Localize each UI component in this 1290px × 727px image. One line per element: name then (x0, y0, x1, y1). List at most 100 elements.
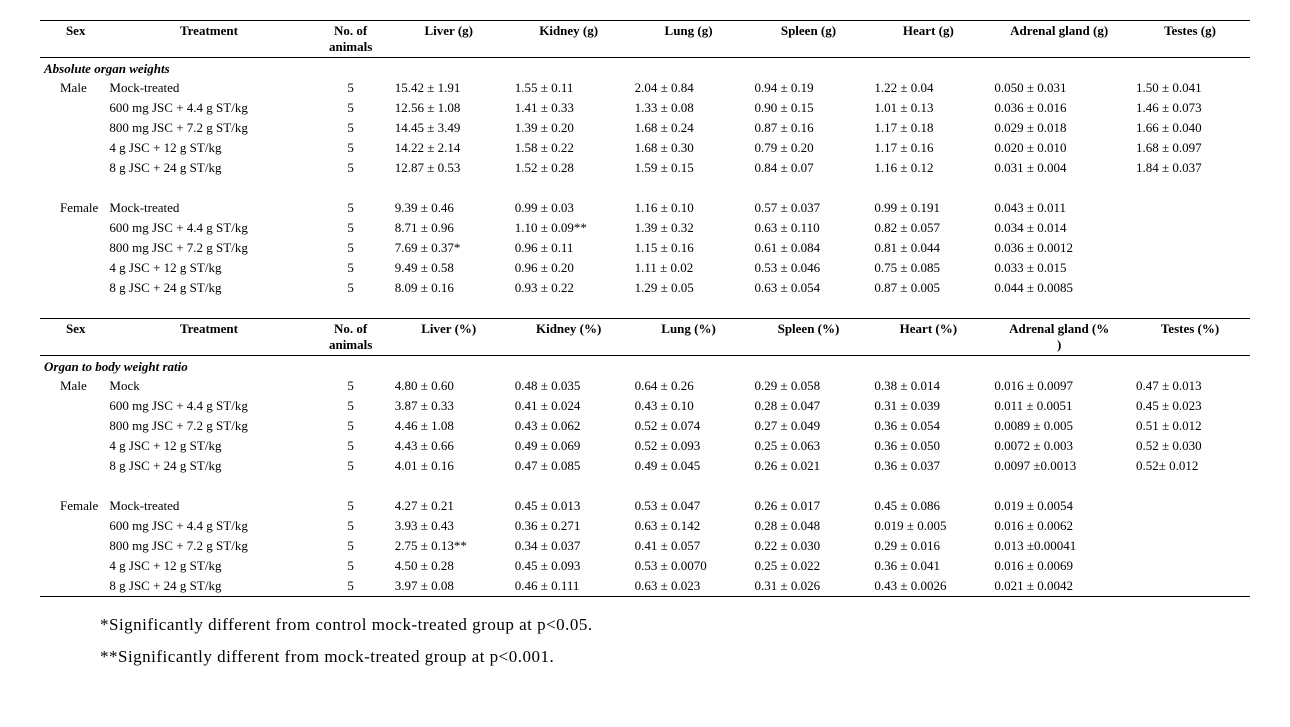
value-cell: 0.79 ± 0.20 (749, 138, 869, 158)
value-cell (1130, 576, 1250, 597)
n-cell: 5 (313, 238, 389, 258)
value-cell (1130, 496, 1250, 516)
n-cell: 5 (313, 516, 389, 536)
value-cell: 0.036 ± 0.0012 (988, 238, 1130, 258)
n-cell: 5 (313, 436, 389, 456)
value-cell: 1.41 ± 0.33 (509, 98, 629, 118)
sex-cell: Male (40, 78, 105, 98)
column-header: Liver (%) (389, 319, 509, 356)
value-cell: 0.034 ± 0.014 (988, 218, 1130, 238)
value-cell: 1.55 ± 0.11 (509, 78, 629, 98)
value-cell: 0.45 ± 0.023 (1130, 396, 1250, 416)
value-cell: 0.49 ± 0.069 (509, 436, 629, 456)
n-cell: 5 (313, 536, 389, 556)
sex-cell (40, 218, 105, 238)
sex-cell (40, 138, 105, 158)
column-header: Kidney (%) (509, 319, 629, 356)
n-cell: 5 (313, 556, 389, 576)
value-cell: 0.043 ± 0.011 (988, 198, 1130, 218)
value-cell: 0.63 ± 0.054 (749, 278, 869, 298)
value-cell: 0.031 ± 0.004 (988, 158, 1130, 178)
column-header: Lung (g) (629, 21, 749, 58)
value-cell: 0.52 ± 0.093 (629, 436, 749, 456)
sex-cell (40, 536, 105, 556)
value-cell: 1.17 ± 0.16 (868, 138, 988, 158)
treatment-cell: Mock (105, 376, 312, 396)
value-cell: 0.36 ± 0.271 (509, 516, 629, 536)
value-cell: 1.16 ± 0.10 (629, 198, 749, 218)
value-cell: 0.41 ± 0.057 (629, 536, 749, 556)
value-cell: 0.52± 0.012 (1130, 456, 1250, 476)
table-row: 600 mg JSC + 4.4 g ST/kg58.71 ± 0.961.10… (40, 218, 1250, 238)
value-cell: 0.99 ± 0.03 (509, 198, 629, 218)
value-cell: 1.29 ± 0.05 (629, 278, 749, 298)
sex-cell (40, 118, 105, 138)
treatment-cell: 4 g JSC + 12 g ST/kg (105, 138, 312, 158)
n-cell: 5 (313, 158, 389, 178)
value-cell: 0.43 ± 0.062 (509, 416, 629, 436)
value-cell: 0.57 ± 0.037 (749, 198, 869, 218)
value-cell: 0.25 ± 0.022 (749, 556, 869, 576)
n-cell: 5 (313, 396, 389, 416)
column-header: Liver (g) (389, 21, 509, 58)
value-cell: 0.51 ± 0.012 (1130, 416, 1250, 436)
n-cell: 5 (313, 376, 389, 396)
value-cell: 0.36 ± 0.037 (868, 456, 988, 476)
value-cell: 2.75 ± 0.13** (389, 536, 509, 556)
treatment-cell: 8 g JSC + 24 g ST/kg (105, 456, 312, 476)
value-cell: 1.39 ± 0.32 (629, 218, 749, 238)
value-cell: 0.021 ± 0.0042 (988, 576, 1130, 597)
value-cell: 0.0089 ± 0.005 (988, 416, 1130, 436)
value-cell: 0.013 ±0.00041 (988, 536, 1130, 556)
value-cell: 0.016 ± 0.0062 (988, 516, 1130, 536)
value-cell: 8.09 ± 0.16 (389, 278, 509, 298)
table-row: 8 g JSC + 24 g ST/kg58.09 ± 0.160.93 ± 0… (40, 278, 1250, 298)
column-header: Sex (40, 21, 105, 58)
value-cell: 1.66 ± 0.040 (1130, 118, 1250, 138)
value-cell: 4.80 ± 0.60 (389, 376, 509, 396)
value-cell: 0.47 ± 0.085 (509, 456, 629, 476)
value-cell: 0.87 ± 0.005 (868, 278, 988, 298)
table-row: 4 g JSC + 12 g ST/kg514.22 ± 2.141.58 ± … (40, 138, 1250, 158)
value-cell: 1.68 ± 0.097 (1130, 138, 1250, 158)
value-cell: 0.96 ± 0.11 (509, 238, 629, 258)
value-cell (1130, 278, 1250, 298)
value-cell: 0.48 ± 0.035 (509, 376, 629, 396)
sex-cell (40, 396, 105, 416)
value-cell: 14.45 ± 3.49 (389, 118, 509, 138)
sex-cell: Male (40, 376, 105, 396)
value-cell: 1.39 ± 0.20 (509, 118, 629, 138)
treatment-cell: 800 mg JSC + 7.2 g ST/kg (105, 536, 312, 556)
column-header: Testes (%) (1130, 319, 1250, 356)
value-cell: 2.04 ± 0.84 (629, 78, 749, 98)
table-row: 800 mg JSC + 7.2 g ST/kg57.69 ± 0.37*0.9… (40, 238, 1250, 258)
value-cell: 1.50 ± 0.041 (1130, 78, 1250, 98)
value-cell: 0.25 ± 0.063 (749, 436, 869, 456)
n-cell: 5 (313, 138, 389, 158)
value-cell: 1.84 ± 0.037 (1130, 158, 1250, 178)
value-cell (1130, 536, 1250, 556)
treatment-cell: 600 mg JSC + 4.4 g ST/kg (105, 98, 312, 118)
value-cell: 0.22 ± 0.030 (749, 536, 869, 556)
value-cell: 0.36 ± 0.050 (868, 436, 988, 456)
value-cell: 0.29 ± 0.016 (868, 536, 988, 556)
treatment-cell: 600 mg JSC + 4.4 g ST/kg (105, 218, 312, 238)
sex-cell (40, 456, 105, 476)
sex-cell: Female (40, 198, 105, 218)
value-cell: 1.33 ± 0.08 (629, 98, 749, 118)
value-cell: 1.01 ± 0.13 (868, 98, 988, 118)
value-cell: 4.46 ± 1.08 (389, 416, 509, 436)
column-header: No. ofanimals (313, 319, 389, 356)
value-cell: 9.39 ± 0.46 (389, 198, 509, 218)
table-row: 8 g JSC + 24 g ST/kg512.87 ± 0.531.52 ± … (40, 158, 1250, 178)
column-header: Adrenal gland (g) (988, 21, 1130, 58)
column-header: Kidney (g) (509, 21, 629, 58)
value-cell: 0.044 ± 0.0085 (988, 278, 1130, 298)
sex-cell (40, 258, 105, 278)
column-header: Heart (g) (868, 21, 988, 58)
value-cell (1130, 516, 1250, 536)
column-header: Lung (%) (629, 319, 749, 356)
value-cell: 0.45 ± 0.086 (868, 496, 988, 516)
n-cell: 5 (313, 78, 389, 98)
value-cell: 0.81 ± 0.044 (868, 238, 988, 258)
